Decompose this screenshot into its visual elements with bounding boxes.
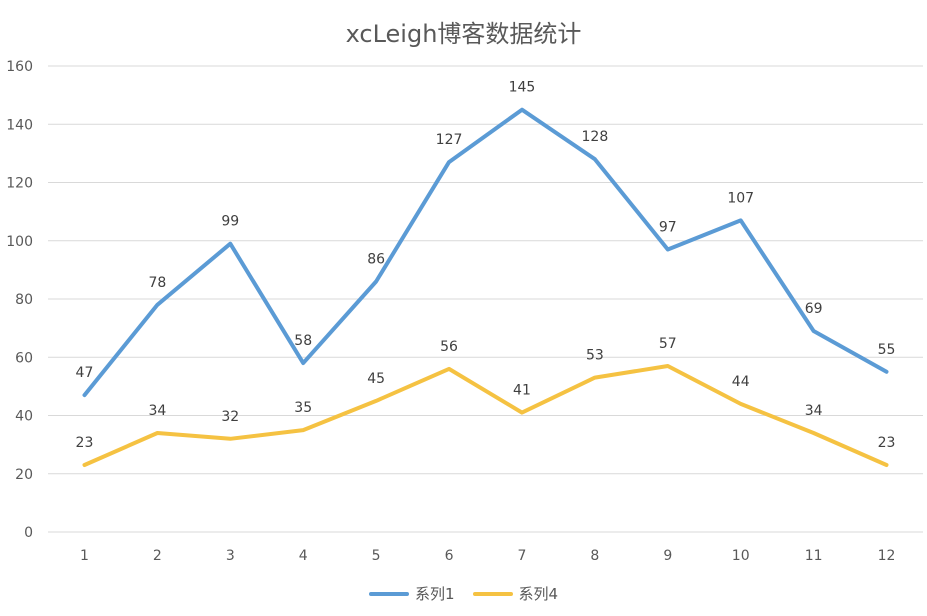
legend: 系列1 系列4 bbox=[0, 583, 927, 604]
data-label: 53 bbox=[586, 348, 604, 364]
data-label: 23 bbox=[878, 435, 896, 451]
data-label: 78 bbox=[148, 275, 166, 291]
data-label: 55 bbox=[878, 342, 896, 358]
y-tick-label: 20 bbox=[15, 467, 33, 483]
legend-swatch-series-1 bbox=[368, 591, 409, 596]
legend-swatch-series-4 bbox=[472, 591, 513, 596]
y-tick-label: 140 bbox=[6, 117, 33, 133]
y-tick-label: 100 bbox=[6, 234, 33, 250]
x-tick-label: 8 bbox=[590, 548, 599, 564]
legend-label-series-4: 系列4 bbox=[518, 585, 559, 603]
data-label: 23 bbox=[76, 435, 94, 451]
x-tick-label: 10 bbox=[732, 548, 750, 564]
data-label: 127 bbox=[436, 132, 463, 148]
data-label: 45 bbox=[367, 371, 385, 387]
data-label: 32 bbox=[221, 409, 239, 425]
series-line-2 bbox=[82, 364, 889, 467]
legend-item-series-4[interactable]: 系列4 bbox=[472, 583, 559, 604]
data-label: 47 bbox=[76, 365, 94, 381]
y-tick-label: 0 bbox=[24, 525, 33, 541]
x-tick-label: 9 bbox=[663, 548, 672, 564]
chart-title: xcLeigh博客数据统计 bbox=[345, 20, 582, 48]
data-label: 99 bbox=[221, 214, 239, 230]
y-tick-label: 40 bbox=[15, 409, 33, 425]
legend-label-series-1: 系列1 bbox=[414, 585, 455, 603]
y-tick-label: 60 bbox=[15, 350, 33, 366]
x-tick-label: 12 bbox=[878, 548, 896, 564]
x-tick-label: 1 bbox=[80, 548, 89, 564]
data-label: 35 bbox=[294, 400, 312, 416]
data-label: 44 bbox=[732, 374, 750, 390]
x-tick-label: 11 bbox=[805, 548, 823, 564]
data-label: 86 bbox=[367, 252, 385, 268]
data-label: 145 bbox=[509, 80, 536, 96]
data-label: 34 bbox=[805, 403, 823, 419]
data-label: 34 bbox=[148, 403, 166, 419]
y-tick-label: 120 bbox=[6, 176, 33, 192]
x-tick-label: 5 bbox=[372, 548, 381, 564]
data-label: 58 bbox=[294, 333, 312, 349]
data-label: 57 bbox=[659, 336, 677, 352]
data-label: 107 bbox=[727, 190, 754, 206]
x-tick-label: 6 bbox=[445, 548, 454, 564]
data-label: 56 bbox=[440, 339, 458, 355]
x-tick-label: 2 bbox=[153, 548, 162, 564]
data-label: 128 bbox=[582, 129, 609, 145]
data-label: 69 bbox=[805, 301, 823, 317]
x-tick-label: 3 bbox=[226, 548, 235, 564]
data-label: 97 bbox=[659, 219, 677, 235]
y-tick-label: 80 bbox=[15, 292, 33, 308]
x-tick-label: 4 bbox=[299, 548, 308, 564]
legend-item-series-1[interactable]: 系列1 bbox=[368, 583, 455, 604]
data-label: 41 bbox=[513, 383, 531, 399]
x-tick-label: 7 bbox=[517, 548, 526, 564]
y-tick-label: 160 bbox=[6, 59, 33, 75]
series-line-1 bbox=[82, 107, 889, 398]
